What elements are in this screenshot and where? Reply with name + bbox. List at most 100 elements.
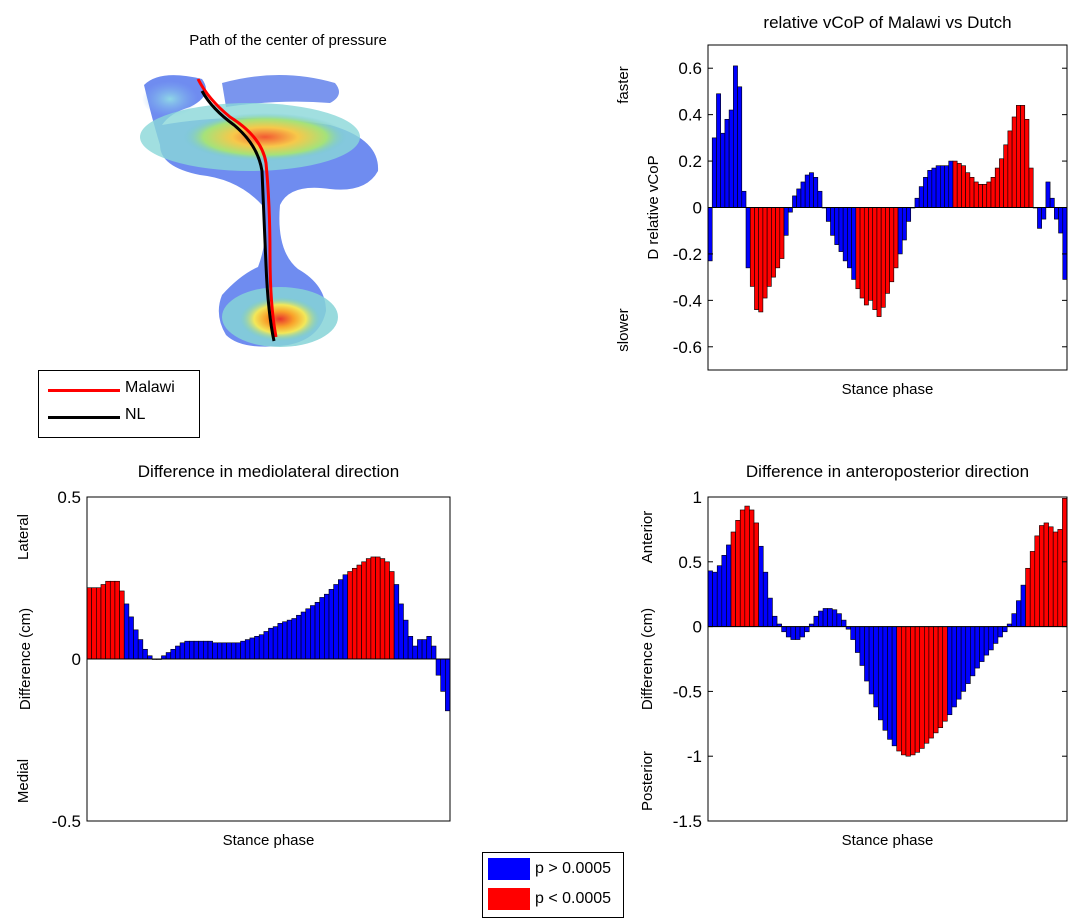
bar (375, 556, 381, 660)
bar (851, 207, 857, 280)
foot-pressure-map (140, 75, 379, 347)
bar (818, 610, 824, 627)
bar (948, 160, 954, 208)
bar (137, 639, 144, 660)
bar (184, 640, 190, 660)
bar (882, 626, 888, 731)
bar (906, 207, 912, 222)
bar (961, 165, 966, 208)
bar (1054, 207, 1059, 220)
bar (268, 627, 274, 660)
bar (937, 626, 944, 728)
chart-title: Difference in anteroposterior direction (746, 462, 1029, 481)
bar (733, 65, 738, 208)
bar (739, 509, 746, 627)
foot-panel-title: Path of the center of pressure (189, 32, 387, 49)
bar (109, 580, 116, 660)
bar (859, 207, 865, 299)
bar (105, 580, 111, 660)
bar (896, 626, 902, 752)
bar (944, 165, 950, 208)
bar (96, 587, 102, 660)
bar (426, 636, 432, 660)
bar (887, 626, 893, 740)
bar (1034, 535, 1040, 627)
bar (850, 626, 856, 640)
y-tick-label: 0.6 (678, 59, 702, 78)
bar (1007, 130, 1013, 208)
bar (1043, 522, 1049, 627)
bar (440, 658, 446, 692)
y-axis-label: Difference (cm) (17, 608, 34, 710)
bar (431, 645, 437, 660)
bar (960, 626, 967, 692)
bar (324, 593, 330, 660)
bar (956, 163, 962, 208)
axes-frame (707, 496, 1068, 822)
bar (847, 207, 852, 269)
chart-title: relative vCoP of Malawi vs Dutch (763, 13, 1011, 32)
bar (831, 609, 838, 627)
bar (754, 207, 759, 310)
bar (800, 181, 806, 208)
bar (720, 132, 726, 208)
bar (947, 626, 953, 716)
bar (170, 648, 176, 660)
bar (1016, 600, 1022, 627)
bar (771, 207, 776, 278)
bar (1048, 526, 1054, 627)
bar (914, 626, 921, 753)
bar (114, 580, 120, 660)
bar (827, 608, 833, 627)
bar (809, 172, 814, 208)
bar (785, 626, 792, 638)
bar (836, 613, 842, 627)
bar (123, 603, 130, 660)
bar (753, 522, 759, 627)
y-axis-label: Difference (cm) (639, 608, 656, 710)
nl-legend-line (48, 416, 120, 419)
bar (235, 642, 241, 660)
bar (365, 558, 372, 660)
bar (724, 118, 730, 208)
bar (1045, 181, 1051, 208)
not-significant-swatch (488, 858, 530, 880)
bar (347, 571, 353, 660)
y-tick-label: -1 (687, 747, 702, 766)
bar (897, 207, 903, 255)
chart-title: Difference in mediolateral direction (138, 462, 399, 481)
bar (979, 626, 985, 662)
bar (333, 584, 339, 660)
bar (203, 640, 209, 660)
bar (993, 626, 999, 644)
x-axis-label: Stance phase (842, 381, 934, 398)
bar (1002, 626, 1008, 633)
bar (817, 190, 823, 208)
bar (741, 190, 747, 208)
bar (721, 555, 727, 627)
bar (767, 597, 773, 627)
x-axis-label: Stance phase (223, 832, 315, 849)
bar (762, 207, 768, 299)
bar (1037, 207, 1042, 229)
bar (927, 170, 933, 208)
bar (813, 615, 819, 627)
bar (790, 626, 796, 640)
bar (133, 629, 139, 660)
bar (978, 183, 983, 208)
bar (1062, 497, 1068, 627)
bar (772, 615, 778, 627)
bar (737, 86, 743, 208)
bar (1028, 167, 1034, 208)
bar (119, 590, 125, 660)
bar (370, 556, 376, 660)
bar (1016, 105, 1021, 208)
bar (165, 652, 172, 660)
chart-vcop: relative vCoP of Malawi vs Dutch 0.6 0.4 0.… (615, 13, 1068, 398)
bar (928, 626, 934, 739)
y-tick-label: 1 (693, 488, 702, 507)
bar (822, 608, 828, 627)
bar (319, 597, 325, 660)
chart-ml: Difference in mediolateral direction 0.5 0… (15, 462, 451, 849)
significance-legend: p > 0.0005 p < 0.0005 (482, 852, 624, 918)
